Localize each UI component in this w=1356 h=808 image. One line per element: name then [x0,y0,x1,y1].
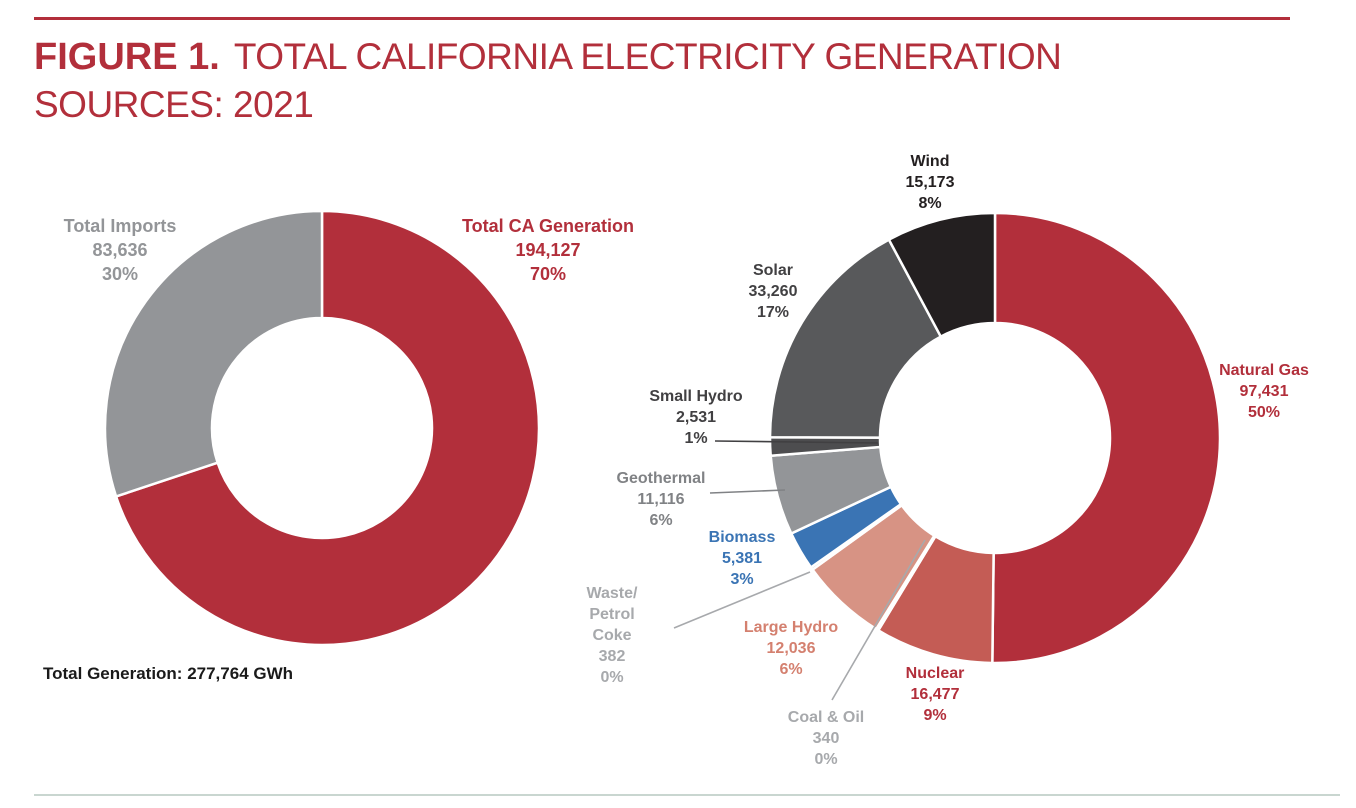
figure-title: FIGURE 1. TOTAL CALIFORNIA ELECTRICITY GE… [34,33,1284,129]
right-donut-label-nuclear: Nuclear 16,477 9% [906,665,965,724]
leader-geothermal [709,489,786,494]
right-donut-label-geothermal: Geothermal 11,116 6% [617,470,706,529]
leader-waste-petrol-coke [673,571,811,629]
right-donut-slice-solar [768,238,943,439]
right-donut-label-coal-oil: Coal & Oil 340 0% [788,709,864,768]
right-donut-slice-wind [887,211,997,338]
right-donut-label-biomass: Biomass 5,381 3% [709,529,776,588]
right-donut-label-solar: Solar 33,260 17% [749,262,798,321]
right-donut-label-waste-petrol-coke: Waste/Petrol Coke 382 0% [587,585,639,686]
total-generation-label: Total Generation: 277,764 GWh [43,664,294,683]
left-donut-slice-total-imports [103,209,324,498]
figure-title-line2: SOURCES: 2021 [34,84,314,125]
bottom-rule [34,794,1340,796]
right-donut-label-large-hydro: Large Hydro 12,036 6% [744,619,838,678]
leader-small-hydro [714,440,879,444]
left-donut-label-total-imports: Total Imports 83,636 30% [64,216,177,284]
right-donut-label-wind: Wind 15,173 8% [906,153,955,212]
right-donut-label-small-hydro: Small Hydro 2,531 1% [649,388,743,447]
right-donut-label-natural-gas: Natural Gas 97,431 50% [1219,362,1309,421]
left-donut-label-total-ca-generation: Total CA Generation 194,127 70% [462,216,634,284]
right-donut-slice-natural-gas [991,211,1222,665]
figure-title-line1: TOTAL CALIFORNIA ELECTRICITY GENERATION [233,36,1062,77]
figure-label: FIGURE 1. [34,36,220,78]
leader-coal-oil [831,539,926,701]
top-rule [34,17,1290,20]
left-donut-slice-total-ca-generation [114,209,541,647]
